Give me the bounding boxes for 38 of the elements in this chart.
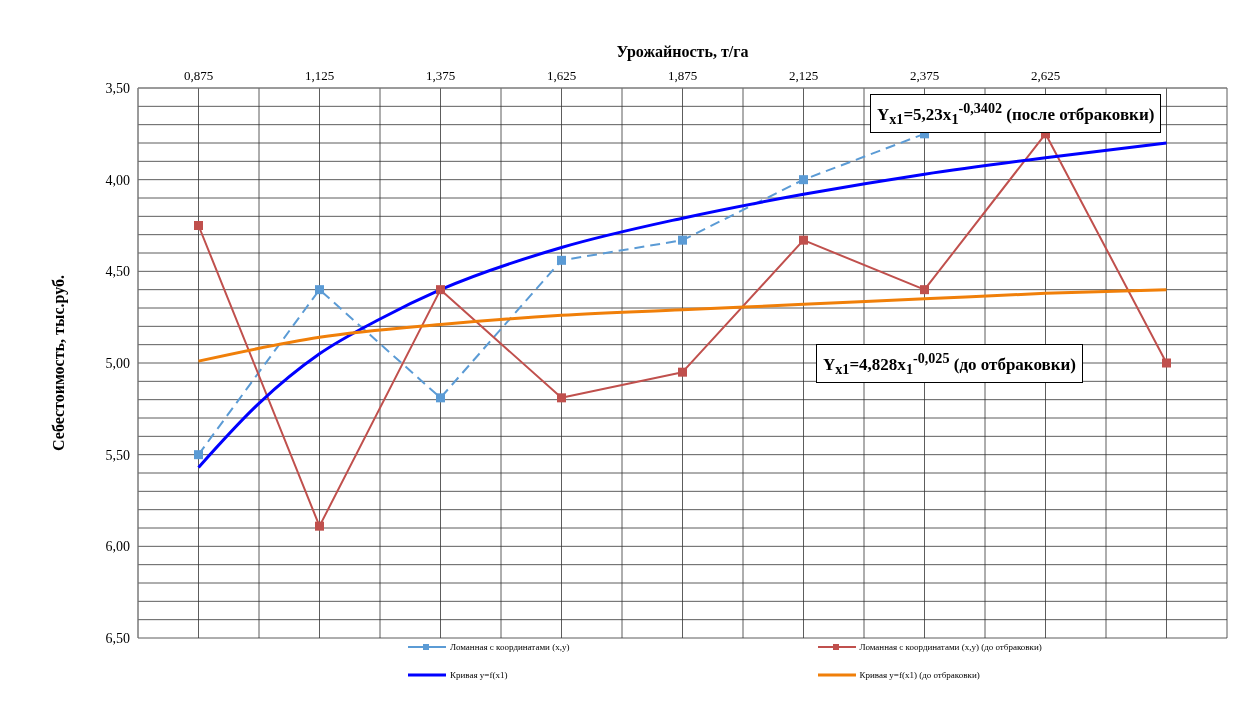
- point: [678, 235, 687, 245]
- point: [436, 285, 445, 295]
- point: [557, 393, 566, 403]
- point: [678, 367, 687, 377]
- point: [436, 393, 445, 403]
- legend-label: Кривая y=f(x1): [450, 670, 508, 680]
- x-axis-title: Урожайность, т/га: [616, 43, 749, 62]
- point: [799, 175, 808, 185]
- y-axis-title: Себестоимость, тыс.руб.: [49, 275, 68, 451]
- point: [799, 235, 808, 245]
- y-tick-label: 6,00: [105, 539, 130, 555]
- x-tick-label: 0,875: [183, 68, 214, 83]
- y-tick-label: 5,00: [105, 355, 130, 371]
- legend-label: Кривая y=f(x1) (до отбраковки): [859, 670, 980, 680]
- y-tick-label: 6,50: [105, 630, 130, 646]
- annotation: Y$_{x1}$=4,828x$_{1}$$^{-0,025}$ (до отбраковки): [816, 344, 1083, 384]
- point: [557, 255, 566, 265]
- y-tick-label: 4,00: [105, 172, 130, 188]
- x-tick-label: 2,125: [788, 68, 819, 83]
- x-tick-label: 1,125: [304, 68, 335, 83]
- x-tick-label: 1,375: [425, 68, 456, 83]
- line-series: [197, 141, 1168, 469]
- point: [920, 285, 929, 295]
- point: [194, 450, 203, 460]
- annotation: Y$_{x1}$=5,23x$_{1}$$^{-0,3402}$ (после отбраковки): [870, 94, 1162, 134]
- y-tick-label: 5,50: [105, 447, 130, 463]
- point: [315, 285, 324, 295]
- x-tick-label: 2,375: [909, 68, 940, 83]
- y-tick-label: 3,50: [105, 80, 130, 96]
- x-tick-label: 2,625: [1030, 68, 1061, 83]
- x-tick-label: 1,625: [546, 68, 577, 83]
- point: [1162, 358, 1171, 368]
- point: [194, 221, 203, 230]
- y-tick-label: 4,50: [105, 264, 130, 280]
- x-tick-label: 1,875: [667, 68, 698, 83]
- legend-label: Ломанная с координатами (x,y) (до отбраковки): [859, 642, 1042, 652]
- point: [315, 521, 324, 531]
- legend-label: Ломанная с координатами (x,y): [450, 642, 570, 652]
